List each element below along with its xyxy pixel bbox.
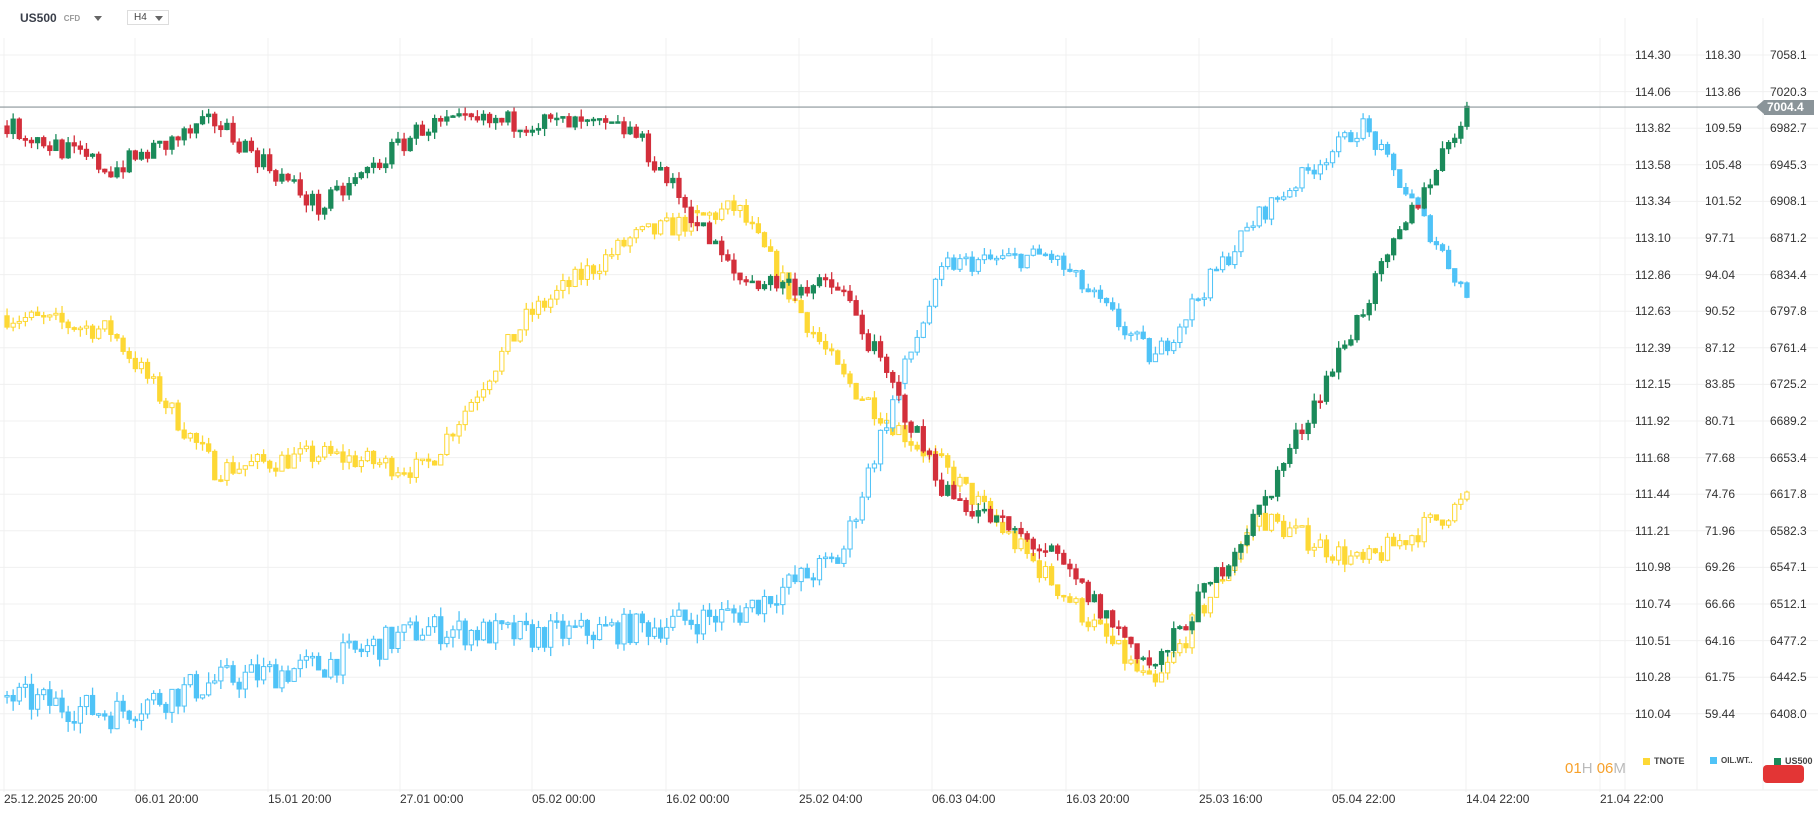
y-tick-label: 6797.8 (1770, 304, 1807, 319)
y-tick-label: 101.52 (1705, 194, 1742, 209)
oil-swatch-icon (1710, 757, 1717, 764)
y-tick-label: 111.68 (1635, 450, 1670, 465)
legend-oil[interactable]: OIL.WT.. (1710, 756, 1753, 765)
y-tick-label: 6408.0 (1770, 706, 1807, 721)
x-tick-label: 05.02 00:00 (532, 792, 596, 806)
candle-countdown: 01H 06M (1565, 760, 1626, 777)
y-tick-label: 66.66 (1705, 597, 1736, 611)
y-tick-label: 6908.1 (1770, 194, 1807, 209)
y-tick-label: 112.39 (1635, 340, 1671, 355)
y-tick-label: 114.30 (1635, 48, 1671, 62)
y-tick-label: 6725.2 (1770, 377, 1807, 392)
legend-us500[interactable]: US500 (1774, 756, 1813, 766)
y-tick-label: 110.74 (1635, 597, 1671, 611)
y-tick-label: 112.63 (1635, 304, 1671, 319)
y-tick-label: 113.58 (1635, 157, 1671, 172)
y-tick-label: 61.75 (1705, 670, 1736, 685)
y-tick-label: 111.92 (1635, 414, 1670, 428)
y-tick-label: 83.85 (1705, 377, 1736, 392)
y-tick-label: 6761.4 (1770, 340, 1807, 355)
tnote-swatch-icon (1643, 757, 1650, 765)
x-tick-label: 14.04 22:00 (1466, 792, 1530, 806)
timeframe-label: H4 (134, 12, 147, 23)
x-tick-label: 16.02 00:00 (666, 792, 730, 806)
y-tick-label: 109.59 (1705, 121, 1742, 136)
x-tick-label: 05.04 22:00 (1332, 792, 1396, 806)
us500-swatch-icon (1774, 757, 1781, 765)
y-tick-label: 94.04 (1705, 267, 1736, 282)
y-tick-label: 6582.3 (1770, 523, 1807, 538)
y-tick-label: 112.86 (1635, 267, 1671, 282)
y-tick-label: 110.98 (1635, 560, 1671, 575)
chart-toolbar: US500 CFD H4 (0, 0, 1818, 36)
y-tick-label: 110.51 (1635, 633, 1671, 648)
y-tick-label: 111.21 (1635, 523, 1670, 538)
y-tick-label: 6547.1 (1770, 560, 1807, 575)
x-tick-label: 21.04 22:00 (1600, 792, 1664, 806)
y-tick-label: 71.96 (1705, 523, 1736, 538)
x-tick-label: 06.01 20:00 (135, 792, 199, 806)
us500-series (4, 101, 1470, 672)
symbol-name: US500 (20, 11, 57, 25)
y-tick-label: 90.52 (1705, 304, 1736, 319)
symbol-selector[interactable]: US500 CFD (20, 11, 103, 25)
y-tick-label: 6689.2 (1770, 414, 1807, 428)
current-price-tag: 7004.4 (1756, 99, 1814, 115)
symbol-type: CFD (63, 13, 81, 23)
x-tick-label: 27.01 00:00 (400, 792, 464, 806)
y-tick-label: 80.71 (1705, 414, 1736, 428)
oilwt-series (4, 113, 1470, 734)
y-tick-label: 6512.1 (1770, 597, 1807, 611)
y-tick-label: 74.76 (1705, 487, 1736, 502)
x-tick-label: 25.02 04:00 (799, 792, 863, 806)
y-tick-label: 87.12 (1705, 340, 1736, 355)
tnote-series (4, 194, 1470, 687)
y-tick-label: 113.10 (1635, 231, 1671, 245)
y-tick-label: 114.06 (1635, 84, 1671, 99)
y-tick-label: 6617.8 (1770, 487, 1807, 502)
y-tick-label: 7020.3 (1770, 84, 1807, 99)
y-tick-label: 64.16 (1705, 633, 1736, 648)
y-tick-label: 113.34 (1635, 194, 1671, 209)
x-tick-label: 15.01 20:00 (268, 792, 332, 806)
y-tick-label: 97.71 (1705, 231, 1736, 245)
chevron-down-icon (94, 15, 103, 21)
timeframe-dropdown[interactable]: H4 (127, 10, 169, 25)
x-tick-label: 25.12.2025 20:00 (4, 792, 98, 806)
x-tick-label: 25.03 16:00 (1199, 792, 1263, 806)
y-tick-label: 6945.3 (1770, 157, 1807, 172)
y-tick-label: 59.44 (1705, 706, 1736, 721)
y-tick-label: 6871.2 (1770, 231, 1807, 245)
y-tick-label: 105.48 (1705, 157, 1742, 172)
chevron-down-icon (155, 16, 163, 21)
x-tick-label: 16.03 20:00 (1066, 792, 1130, 806)
y-tick-label: 7058.1 (1770, 48, 1807, 62)
y-tick-label: 111.44 (1635, 487, 1670, 502)
y-tick-label: 6653.4 (1770, 450, 1807, 465)
y-tick-label: 69.26 (1705, 560, 1736, 575)
sell-badge[interactable] (1763, 765, 1804, 783)
y-tick-label: 6834.4 (1770, 267, 1807, 282)
y-tick-label: 118.30 (1705, 48, 1741, 62)
y-tick-label: 113.86 (1705, 84, 1741, 99)
y-tick-label: 6477.2 (1770, 633, 1807, 648)
y-tick-label: 110.28 (1635, 670, 1671, 685)
y-tick-label: 113.82 (1635, 121, 1671, 136)
y-tick-label: 77.68 (1705, 450, 1736, 465)
y-tick-label: 110.04 (1635, 706, 1671, 721)
y-tick-label: 6442.5 (1770, 670, 1807, 685)
legend-tnote[interactable]: TNOTE (1643, 756, 1685, 766)
y-tick-label: 6982.7 (1770, 121, 1807, 136)
x-tick-label: 06.03 04:00 (932, 792, 996, 806)
y-tick-label: 112.15 (1635, 377, 1671, 392)
